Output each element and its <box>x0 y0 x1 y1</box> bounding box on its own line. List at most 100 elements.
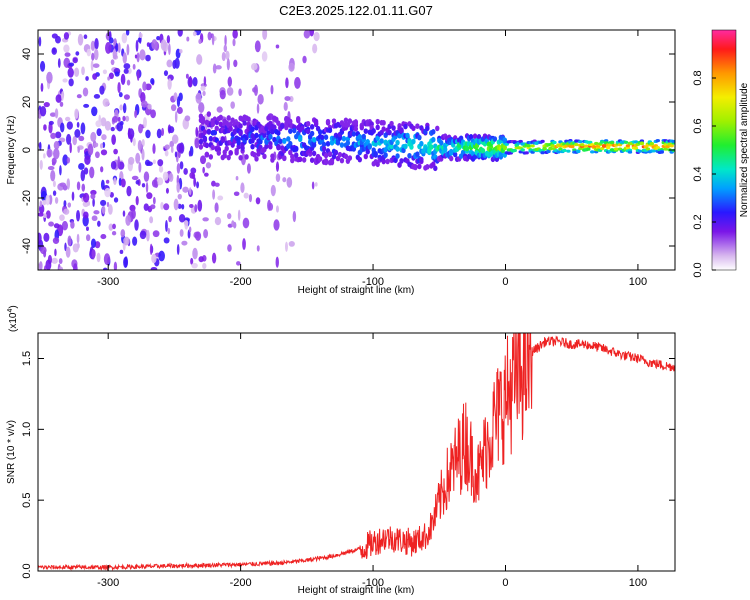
spectrogram-cell <box>309 130 315 137</box>
spectrogram-cell <box>39 200 43 208</box>
spectrogram-cell <box>202 90 206 96</box>
spectrogram-cell <box>256 151 261 157</box>
spectrogram-cell <box>228 126 233 132</box>
spectrogram-cell <box>183 220 189 226</box>
y-tick-label: 0.0 <box>21 563 33 578</box>
spectrogram-cell <box>234 147 239 154</box>
spectrogram-cell <box>468 133 474 140</box>
y-tick-label: 1.0 <box>21 422 33 437</box>
spectrogram-cell <box>270 153 275 159</box>
spectrogram-cell <box>127 127 131 140</box>
spectrogram-cell <box>246 163 251 174</box>
spectrogram-cell <box>255 197 261 205</box>
spectrogram-cell <box>327 127 333 134</box>
spectrogram-cell <box>221 51 226 62</box>
spectrogram-cell <box>75 51 80 56</box>
spectrogram-cell <box>102 141 106 149</box>
spectrogram-cell <box>70 221 75 229</box>
spectrogram-cell <box>381 126 386 132</box>
spectrogram-cell <box>649 142 655 146</box>
spectrogram-cell <box>375 124 380 131</box>
spectrogram-cell <box>323 159 329 166</box>
spectrogram-cell <box>253 84 258 97</box>
spectrogram-cell <box>548 147 553 151</box>
spectrogram-cell <box>87 143 94 156</box>
colorbar-label: Normalized spectral amplitude <box>739 82 750 217</box>
spectrogram-cell <box>305 120 311 127</box>
spectrogram-cell <box>556 150 561 154</box>
spectrogram-cell <box>415 151 420 158</box>
spectrogram-cell <box>90 40 96 52</box>
spectrogram-cell <box>327 151 333 157</box>
spectrogram-cell <box>100 149 108 156</box>
spectrogram-cell <box>61 220 68 231</box>
spectrogram-cell <box>166 35 171 44</box>
spectrogram-cell <box>305 128 311 135</box>
spectrogram-cell <box>160 39 167 51</box>
y-tick-label: -20 <box>21 190 33 206</box>
spectrogram-cell <box>42 199 47 206</box>
spectrogram-cell <box>232 38 236 47</box>
snr-panel: -300 -200 -100 0 100 0.0 0.5 1.0 1.5 Height of … <box>6 305 676 596</box>
spectrogram-cell <box>254 40 261 53</box>
spectrogram-cell <box>91 52 95 61</box>
spectrogram-cell <box>665 145 670 149</box>
spectrogram-cell <box>108 37 114 44</box>
spectrogram-cell <box>163 203 170 211</box>
spectrogram-cell <box>335 139 341 146</box>
spectrogram-cell <box>395 139 400 146</box>
spectrogram-cell <box>258 138 263 145</box>
spectrogram-cell <box>411 138 416 145</box>
spectrogram-cell <box>198 138 204 145</box>
snr-scale-prefix: (x10 <box>8 312 19 332</box>
spectrogram-cell <box>275 256 279 268</box>
spectrogram-cell <box>156 36 161 41</box>
spectrogram-cell <box>633 140 639 144</box>
spectrogram-cell <box>226 87 234 96</box>
spectrogram-cell <box>93 93 101 99</box>
spectrogram-cell <box>177 30 183 37</box>
y-tick-label: 1.5 <box>21 351 33 366</box>
x-tick-label: 0 <box>502 577 508 589</box>
spectrogram-cell <box>40 82 44 92</box>
spectrogram-cell <box>242 120 247 126</box>
spectrogram-cell <box>236 143 241 150</box>
spectrogram-cell <box>144 159 151 166</box>
spectrogram-cell <box>71 191 75 201</box>
colorbar-tick-label: 0.0 <box>692 262 704 277</box>
spectrogram-cell <box>52 190 57 196</box>
spectrogram-cell <box>78 163 85 170</box>
x-tick-label: -300 <box>97 577 119 589</box>
spectrogram-cell <box>90 60 94 72</box>
spectrogram-cell <box>163 70 169 77</box>
spectrogram-cell <box>53 141 60 150</box>
spectrogram-cell <box>225 50 230 60</box>
spectrogram-cell <box>301 157 307 163</box>
spectrogram-cell <box>290 157 295 164</box>
spectrogram-cell <box>313 31 320 42</box>
spectrogram-cell <box>399 127 404 134</box>
spectrogram-cell <box>431 136 436 143</box>
spectrogram-cell <box>387 129 392 136</box>
spectrogram-cell <box>276 144 281 151</box>
spectrogram-cell <box>282 155 287 161</box>
spectrogram-cell <box>156 128 162 139</box>
spectrogram-cell <box>309 157 315 163</box>
spectrogram-cell <box>202 166 205 174</box>
spectrogram-cell <box>85 234 91 242</box>
spectrogram-cell <box>443 146 448 153</box>
spectrogram-cell <box>110 160 117 170</box>
spectrogram-cell <box>172 59 177 69</box>
spectrogram-cell <box>270 128 275 135</box>
spectrogram-cell <box>331 118 337 124</box>
spectrogram-cell <box>135 152 141 164</box>
spectrogram-cell <box>311 136 317 143</box>
spectrogram-cell <box>107 76 111 81</box>
spectrogram-cell <box>625 144 631 148</box>
spectrogram-cell <box>347 155 353 161</box>
spectrogram-cell <box>100 199 107 206</box>
spectrogram-cell <box>202 217 209 222</box>
spectrogram-cell <box>158 165 164 173</box>
spectrogram-cell <box>290 153 295 160</box>
